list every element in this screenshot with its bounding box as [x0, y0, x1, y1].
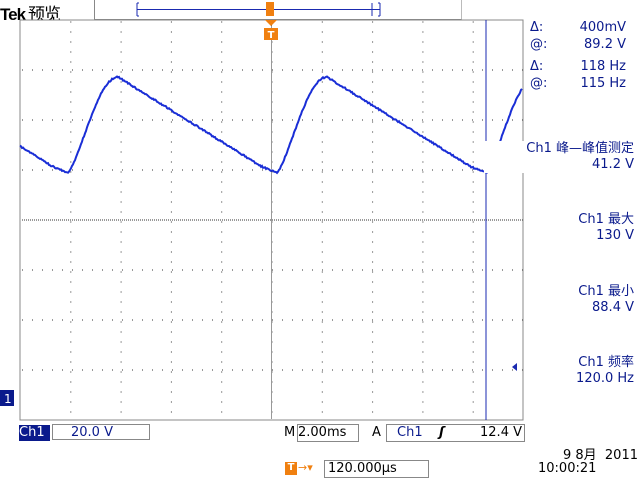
trigger-position-marker	[266, 2, 274, 16]
cursor-at-freq: 115 Hz	[580, 76, 626, 91]
measurement-name: Ch1 频率	[514, 355, 634, 371]
svg-text:1: 1	[4, 392, 12, 406]
record-window	[137, 2, 380, 16]
cursor-at-value: 89.2 V	[584, 37, 626, 52]
channel-badge[interactable]: Ch1	[19, 425, 50, 441]
cursor-delta-label: Δ:	[530, 59, 543, 74]
time-per-div[interactable]: 2.00ms	[297, 424, 359, 442]
rising-edge-icon: ʃ	[439, 425, 444, 441]
measurement-name: Ch1 峰—峰值测定	[484, 141, 634, 157]
trigger-level: 12.4 V	[480, 425, 522, 441]
arrow-right-down-icon: →▾	[298, 461, 313, 474]
clock-time: 10:00:21	[538, 461, 596, 476]
trigger-offset-value[interactable]: 120.000μs	[324, 460, 429, 478]
svg-text:T: T	[268, 30, 275, 41]
trigger-source: Ch1	[397, 425, 423, 441]
measurement-value: 41.2 V	[484, 157, 634, 173]
volts-per-div[interactable]: 20.0 V	[52, 424, 150, 440]
cursor-readout-1: Δ:	[530, 20, 543, 35]
measurement-max[interactable]: Ch1 最大 130 V	[514, 212, 634, 244]
measurement-name: Ch1 最大	[514, 212, 634, 228]
cursor-at-label: @:	[530, 76, 547, 91]
measurement-value: 130 V	[514, 228, 634, 244]
cursor-delta-freq: 118 Hz	[580, 59, 626, 74]
timebase-label: M	[284, 425, 295, 440]
measurement-value: 120.0 Hz	[514, 371, 634, 387]
trigger-settings[interactable]: Ch1 ʃ 12.4 V	[386, 424, 525, 442]
measurement-name: Ch1 最小	[514, 284, 634, 300]
cursor-at-label: @:	[530, 37, 547, 52]
measurement-pk-pk[interactable]: Ch1 峰—峰值测定 41.2 V	[484, 141, 634, 173]
trigger-label: A	[372, 425, 381, 440]
measurement-value: 88.4 V	[514, 300, 634, 316]
measurement-freq[interactable]: Ch1 频率 120.0 Hz	[514, 355, 634, 387]
trigger-offset-icon: T	[285, 462, 297, 475]
cursor-delta-value: 400mV	[580, 20, 626, 35]
measurement-min[interactable]: Ch1 最小 88.4 V	[514, 284, 634, 316]
